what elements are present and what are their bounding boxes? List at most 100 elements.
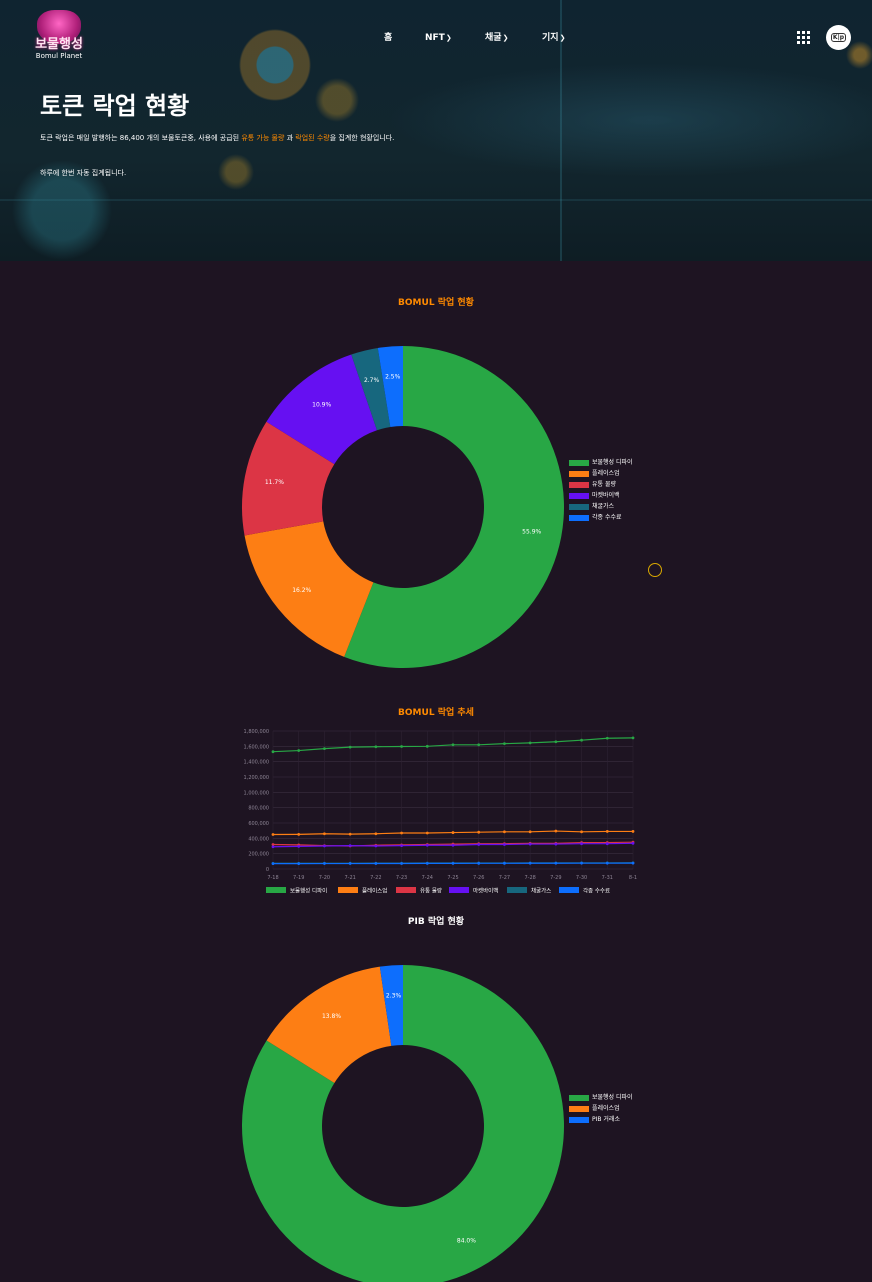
legend-swatch	[569, 503, 589, 510]
nav-item-nft[interactable]: NFT❯	[425, 32, 452, 44]
data-point[interactable]	[605, 842, 609, 846]
data-point[interactable]	[580, 738, 583, 742]
site-logo[interactable]: 보물행성 Bomul Planet	[33, 10, 85, 60]
data-point[interactable]	[528, 861, 532, 865]
nav-item-base[interactable]: 기지❯	[542, 32, 565, 44]
legend-item[interactable]: 플레이스업	[569, 1105, 620, 1112]
data-point[interactable]	[400, 831, 403, 835]
data-point[interactable]	[503, 861, 506, 865]
data-point[interactable]	[297, 832, 301, 836]
data-point[interactable]	[400, 844, 403, 848]
language-button[interactable]: K|p	[826, 25, 851, 50]
data-point[interactable]	[374, 832, 378, 836]
legend-label[interactable]: 마켓바이백	[473, 887, 498, 895]
data-point[interactable]	[631, 736, 635, 740]
legend-label[interactable]: 보물행성 디파이	[290, 887, 327, 895]
legend-swatch	[396, 887, 416, 893]
data-point[interactable]	[323, 862, 326, 865]
data-point[interactable]	[374, 862, 378, 865]
data-point[interactable]	[451, 831, 455, 834]
data-point[interactable]	[271, 843, 275, 846]
data-point[interactable]	[271, 833, 275, 836]
data-point[interactable]	[554, 740, 558, 744]
legend-item[interactable]: PIB 거래소	[569, 1116, 620, 1123]
data-point[interactable]	[631, 830, 635, 833]
data-point[interactable]	[477, 830, 481, 834]
data-point[interactable]	[297, 862, 301, 866]
data-point[interactable]	[323, 832, 326, 836]
data-point[interactable]	[425, 862, 429, 865]
donut-slice[interactable]	[266, 354, 377, 465]
data-point[interactable]	[374, 745, 378, 749]
data-point[interactable]	[425, 744, 429, 748]
nav-item-mining[interactable]: 채굴❯	[485, 32, 508, 44]
data-point[interactable]	[400, 745, 403, 748]
data-point[interactable]	[425, 831, 429, 835]
legend-swatch	[569, 1116, 589, 1123]
x-tick-label: 7-28	[524, 875, 535, 881]
data-point[interactable]	[554, 861, 558, 865]
data-point[interactable]	[477, 843, 481, 846]
donut-slice[interactable]	[379, 965, 403, 1046]
data-point[interactable]	[297, 749, 301, 752]
data-point[interactable]	[605, 861, 609, 865]
legend-label[interactable]: 채굴가스	[531, 887, 551, 895]
y-tick-label: 1,600,000	[244, 744, 269, 750]
legend-label[interactable]: 유통 물량	[420, 888, 442, 895]
donut-slice[interactable]	[344, 346, 564, 668]
data-point[interactable]	[477, 743, 481, 747]
donut-slice[interactable]	[244, 521, 374, 657]
legend-label: 보물행성 디파이	[592, 1094, 633, 1101]
data-point[interactable]	[554, 829, 558, 833]
donut-slice[interactable]	[242, 965, 564, 1282]
data-point[interactable]	[554, 842, 558, 846]
data-point[interactable]	[425, 843, 429, 847]
data-point[interactable]	[580, 842, 583, 846]
legend-item[interactable]: 보물행성 디파이	[569, 459, 633, 466]
data-point[interactable]	[605, 736, 609, 740]
x-tick-label: 7-18	[267, 875, 278, 881]
legend-label[interactable]: 각종 수수료	[583, 888, 610, 895]
data-point[interactable]	[348, 745, 352, 749]
legend-item[interactable]: 각종 수수료	[569, 514, 622, 521]
legend-item[interactable]: 보물행성 디파이	[569, 1094, 633, 1101]
data-point[interactable]	[323, 747, 326, 751]
legend-item[interactable]: 마켓바이백	[569, 492, 620, 499]
donut-slice[interactable]	[351, 347, 391, 431]
data-point[interactable]	[297, 844, 301, 848]
data-point[interactable]	[528, 741, 532, 745]
data-point[interactable]	[580, 861, 583, 865]
donut-slice[interactable]	[266, 966, 392, 1083]
legend-item[interactable]: 채굴가스	[569, 503, 614, 510]
data-point[interactable]	[348, 862, 352, 865]
data-point[interactable]	[503, 830, 506, 834]
donut-slice[interactable]	[377, 346, 403, 427]
data-point[interactable]	[503, 843, 506, 846]
data-point[interactable]	[451, 743, 455, 747]
data-point[interactable]	[323, 844, 326, 848]
data-point[interactable]	[477, 861, 481, 865]
apps-grid-icon[interactable]	[797, 31, 810, 44]
nav-item-home[interactable]: 홈	[384, 32, 392, 44]
data-point[interactable]	[374, 844, 378, 848]
nav-item-label: 채굴	[485, 33, 502, 43]
data-point[interactable]	[451, 843, 455, 847]
data-point[interactable]	[271, 750, 275, 754]
data-point[interactable]	[451, 862, 455, 865]
data-point[interactable]	[348, 844, 352, 848]
data-point[interactable]	[580, 830, 583, 834]
legend-item[interactable]: 플레이스업	[569, 470, 620, 477]
data-point[interactable]	[631, 861, 635, 865]
data-point[interactable]	[400, 862, 403, 865]
data-point[interactable]	[528, 842, 532, 846]
data-point[interactable]	[503, 742, 506, 746]
data-point[interactable]	[271, 845, 275, 849]
data-point[interactable]	[271, 862, 275, 866]
legend-item[interactable]: 유통 물량	[569, 481, 616, 488]
data-point[interactable]	[348, 832, 352, 836]
data-point[interactable]	[605, 830, 609, 833]
donut-slice[interactable]	[242, 421, 335, 536]
data-point[interactable]	[631, 841, 635, 845]
data-point[interactable]	[528, 830, 532, 834]
legend-label[interactable]: 플레이스업	[362, 887, 387, 895]
